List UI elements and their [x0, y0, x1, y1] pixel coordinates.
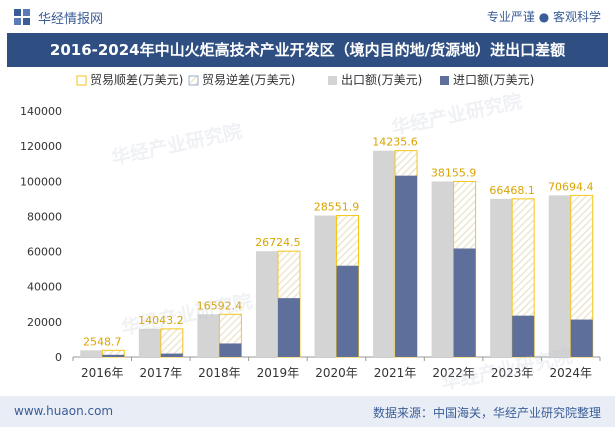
footer-bar: www.huaon.com 数据来源：中国海关，华经产业研究院整理 — [0, 396, 615, 427]
surplus-data-label: 70694.4 — [548, 180, 594, 193]
legend-swatch — [188, 75, 199, 86]
surplus-bar — [160, 328, 184, 358]
chart-data-labels: 2548.7 14043.2 16592.4 26724.5 28551.9 14235.… — [83, 136, 593, 349]
surplus-data-label: 16592.4 — [197, 299, 243, 312]
import-bar — [336, 265, 359, 357]
legend-swatch — [440, 76, 449, 85]
y-tick-label: 60000 — [27, 246, 62, 259]
chart-title: 2016-2024年中山火炬高技术产业开发区（境内目的地/货源地）进出口差额 — [7, 33, 608, 67]
y-tick-label: 100000 — [20, 175, 62, 188]
surplus-data-label: 14043.2 — [138, 314, 184, 327]
import-bar — [512, 315, 535, 357]
import-bar — [453, 248, 476, 357]
y-tick-label: 20000 — [27, 316, 62, 329]
brand-name: 华经情报网 — [38, 12, 104, 27]
y-tick-label: 40000 — [27, 281, 62, 294]
x-tick-label: 2019年 — [257, 366, 300, 380]
import-bar — [102, 354, 125, 357]
y-tick-label: 80000 — [27, 210, 62, 223]
import-bar — [570, 319, 593, 357]
x-tick-label: 2016年 — [81, 366, 124, 380]
data-source: 数据来源：中国海关，华经产业研究院整理 — [372, 406, 601, 420]
tagline: 专业严谨 ● 客观科学 — [486, 10, 601, 24]
surplus-data-label: 2548.7 — [83, 335, 122, 348]
export-bar — [314, 215, 337, 357]
y-tick-label: 0 — [55, 351, 62, 364]
x-tick-label: 2018年 — [198, 366, 241, 380]
surplus-data-label: 14235.6 — [372, 136, 418, 149]
x-tick-label: 2023年 — [491, 366, 534, 380]
logo-icon — [14, 9, 30, 25]
legend-label: 进口额(万美元) — [453, 73, 534, 87]
legend-swatch — [328, 76, 337, 85]
export-bar — [255, 251, 278, 357]
surplus-data-label: 28551.9 — [314, 201, 360, 214]
import-bar — [219, 343, 242, 357]
legend-label: 贸易逆差(万美元) — [202, 72, 295, 87]
chart-bars — [80, 150, 594, 358]
export-bar — [490, 198, 513, 357]
y-tick-label: 120000 — [20, 140, 62, 153]
import-bar — [160, 353, 183, 357]
export-bar — [80, 350, 103, 357]
top-bar: 华经情报网 专业严谨 ● 客观科学 — [0, 0, 615, 33]
legend-swatch — [76, 75, 87, 86]
export-bar — [548, 195, 571, 357]
surplus-data-label: 26724.5 — [255, 236, 301, 249]
website-link[interactable]: www.huaon.com — [14, 404, 114, 418]
bar-chart: 贸易顺差(万美元) 贸易逆差(万美元) 出口额(万美元) 进口额(万美元) 0 2000… — [20, 72, 601, 380]
x-tick-label: 2017年 — [140, 366, 183, 380]
legend-label: 出口额(万美元) — [341, 73, 422, 87]
x-tick-label: 2020年 — [315, 366, 358, 380]
legend-label: 贸易顺差(万美元) — [90, 73, 183, 87]
export-bar — [138, 328, 161, 357]
export-bar — [373, 150, 396, 357]
x-tick-label: 2021年 — [374, 366, 417, 380]
y-tick-label: 140000 — [20, 105, 62, 118]
x-tick-label: 2022年 — [432, 366, 475, 380]
chart-axes: 0 20000 40000 60000 80000 100000 120000 140000 2… — [20, 105, 601, 380]
surplus-data-label: 38155.9 — [431, 166, 477, 179]
import-bar — [277, 298, 300, 357]
chart-legend: 贸易顺差(万美元) 贸易逆差(万美元) 出口额(万美元) 进口额(万美元) — [76, 72, 534, 87]
export-bar — [431, 181, 454, 357]
export-bar — [197, 314, 220, 357]
x-tick-label: 2024年 — [549, 366, 592, 380]
import-bar — [395, 175, 418, 357]
surplus-data-label: 66468.1 — [489, 184, 535, 197]
